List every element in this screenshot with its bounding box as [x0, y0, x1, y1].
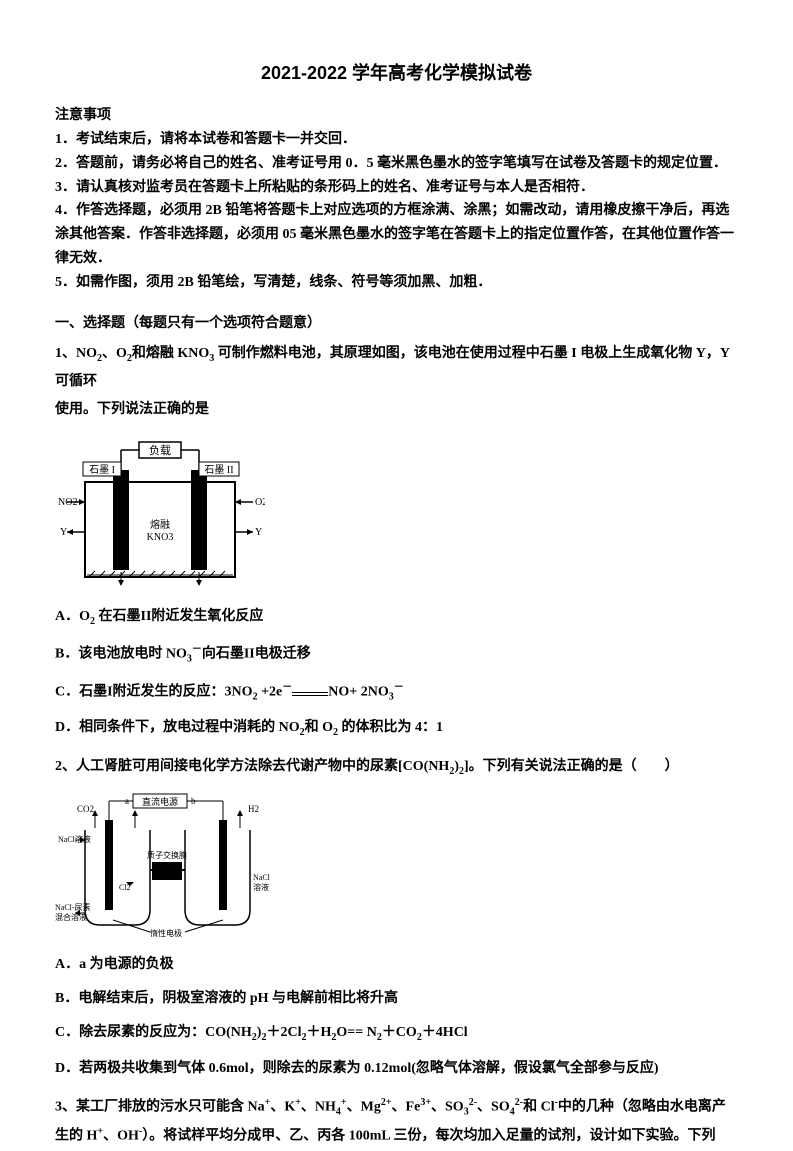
q1-figure: 负载 石墨 I 石墨 II NO2 Y O2 Y 熔融 KNO3	[55, 432, 738, 592]
q1-option-c: C．石墨I附近发生的反应：3NO2 +2e－NO+ 2NO3－	[55, 680, 738, 705]
notice-item: 3．请认真核对监考员在答题卡上所粘贴的条形码上的姓名、准考证号与本人是否相符．	[55, 176, 738, 200]
svg-text:Y: Y	[255, 527, 262, 538]
svg-text:石墨 I: 石墨 I	[89, 464, 115, 476]
q2-option-c: C．除去尿素的反应为：CO(NH2)2＋2Cl2＋H2O== N2＋CO2＋4H…	[55, 1022, 738, 1046]
q1-option-a: A．O2 在石墨II附近发生氧化反应	[55, 606, 738, 630]
svg-text:负载: 负载	[149, 443, 171, 457]
svg-text:熔融: 熔融	[150, 518, 170, 531]
notice-item: 1．考试结束后，请将本试卷和答题卡一并交回．	[55, 128, 738, 152]
q1-option-d: D．相同条件下，放电过程中消耗的 NO2和 O2 的体积比为 4：1	[55, 717, 738, 741]
svg-text:Y: Y	[60, 527, 67, 538]
section-head-1: 一、选择题（每题只有一个选项符合题意）	[55, 313, 738, 334]
notice-heading: 注意事项	[55, 105, 738, 126]
svg-text:NaCl溶液: NaCl溶液	[58, 834, 91, 844]
svg-text:O2: O2	[255, 497, 265, 508]
electrolysis-diagram-icon: 直流电源 a b CO2 H2 质子交换膜 NaCl溶液 Cl2 NaCl 溶液…	[55, 790, 285, 940]
q1-text: 和熔融 KNO	[132, 346, 209, 361]
svg-text:质子交换膜: 质子交换膜	[147, 850, 187, 860]
q1-text: 使用。下列说法正确的是	[55, 402, 209, 417]
q2-option-d: D．若两极共收集到气体 0.6mol，则除去的尿素为 0.12mol(忽略气体溶…	[55, 1058, 738, 1080]
svg-text:溶液: 溶液	[253, 882, 269, 892]
q1-stem: 1、NO2、O2和熔融 KNO3 可制作燃料电池，其原理如图，该电池在使用过程中…	[55, 340, 738, 425]
svg-text:CO2: CO2	[77, 804, 94, 814]
fuel-cell-diagram-icon: 负载 石墨 I 石墨 II NO2 Y O2 Y 熔融 KNO3	[55, 432, 265, 592]
notice-item: 4．作答选择题，必须用 2B 铅笔将答题卡上对应选项的方框涂满、涂黑；如需改动，…	[55, 199, 738, 270]
q2-figure: 直流电源 a b CO2 H2 质子交换膜 NaCl溶液 Cl2 NaCl 溶液…	[55, 790, 738, 940]
svg-text:直流电源: 直流电源	[142, 796, 178, 807]
notice-list: 1．考试结束后，请将本试卷和答题卡一并交回． 2．答题前，请务必将自己的姓名、准…	[55, 128, 738, 295]
q1-option-b: B．该电池放电时 NO3－向石墨II电极迁移	[55, 642, 738, 667]
notice-item: 5．如需作图，须用 2B 铅笔绘，写清楚，线条、符号等须加黑、加粗．	[55, 271, 738, 295]
svg-text:H2: H2	[248, 804, 259, 814]
page-title: 2021-2022 学年高考化学模拟试卷	[55, 60, 738, 87]
svg-text:惰性电极: 惰性电极	[150, 928, 182, 938]
q2-stem: 2、人工肾脏可用间接电化学方法除去代谢产物中的尿素[CO(NH2)2]。下列有关…	[55, 753, 738, 782]
q1-text: 、O	[102, 346, 127, 361]
q2-option-b: B．电解结束后，阴极室溶液的 pH 与电解前相比将升高	[55, 988, 738, 1010]
svg-text:NO2: NO2	[58, 497, 77, 508]
q2-option-a: A．a 为电源的负极	[55, 954, 738, 976]
svg-text:NaCl-尿素: NaCl-尿素	[55, 902, 91, 912]
q1-text: 1、NO	[55, 346, 97, 361]
notice-item: 2．答题前，请务必将自己的姓名、准考证号用 0．5 毫米黑色墨水的签字笔填写在试…	[55, 152, 738, 176]
svg-text:石墨 II: 石墨 II	[204, 464, 233, 476]
svg-text:NaCl: NaCl	[253, 873, 271, 882]
svg-text:KNO3: KNO3	[147, 532, 174, 543]
